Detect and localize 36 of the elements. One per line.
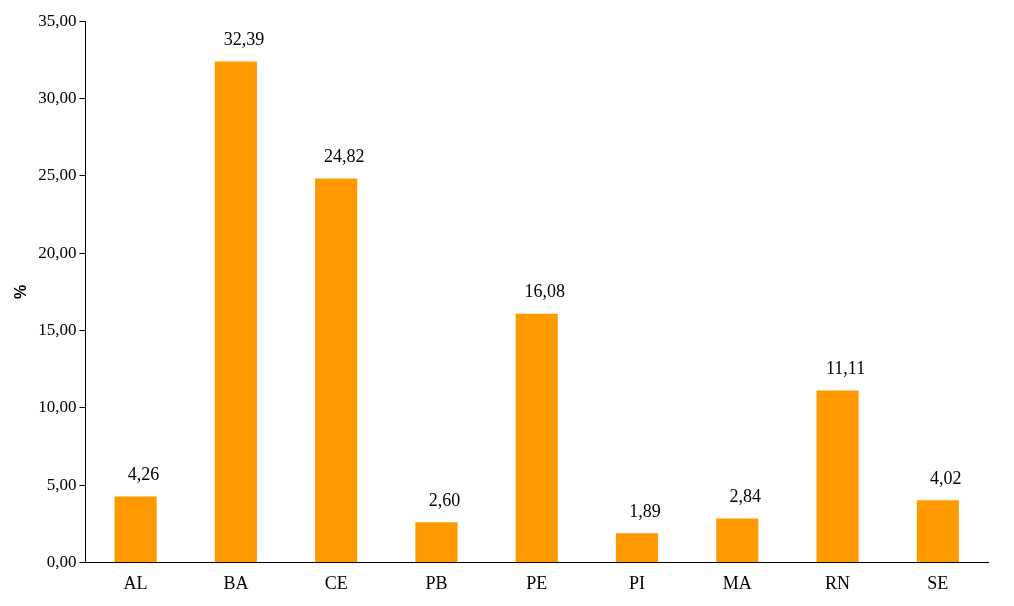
bar <box>214 61 257 562</box>
x-tick-label: MA <box>722 572 752 593</box>
bar <box>114 496 157 562</box>
y-tick-label: 15,00 <box>38 319 77 339</box>
y-tick-label: 35,00 <box>38 10 77 30</box>
data-label: 4,02 <box>930 467 962 488</box>
y-tick-label: 5,00 <box>46 474 77 494</box>
y-tick-label: 25,00 <box>38 165 77 185</box>
data-label: 2,60 <box>428 489 461 510</box>
bar <box>515 313 558 562</box>
bar <box>816 390 859 562</box>
bar <box>615 533 659 562</box>
x-tick-label: PI <box>629 572 646 593</box>
data-label: 2,84 <box>729 486 762 507</box>
x-tick-label: AL <box>123 572 148 593</box>
x-tick-label: SE <box>927 572 949 593</box>
y-tick-label: 30,00 <box>38 87 77 107</box>
y-tick-label: 10,00 <box>38 397 77 417</box>
bar <box>916 500 959 562</box>
x-tick-label: PE <box>526 572 548 593</box>
data-label: 11,11 <box>825 358 866 379</box>
data-label: 1,89 <box>629 500 661 521</box>
data-label: 32,39 <box>223 29 265 50</box>
bar <box>415 522 458 562</box>
data-label: 16,08 <box>524 281 565 302</box>
x-tick-label: CE <box>324 572 348 593</box>
x-tick-label: RN <box>825 572 851 593</box>
data-label: 4,26 <box>127 464 160 485</box>
x-tick-label: BA <box>223 572 249 593</box>
y-axis-title: % <box>12 284 30 299</box>
bar <box>315 178 358 562</box>
y-tick-label: 0,00 <box>46 551 77 571</box>
y-tick-label: 20,00 <box>38 242 77 262</box>
x-tick-label: PB <box>425 572 448 593</box>
data-label: 24,82 <box>323 146 365 167</box>
bar <box>716 518 759 562</box>
